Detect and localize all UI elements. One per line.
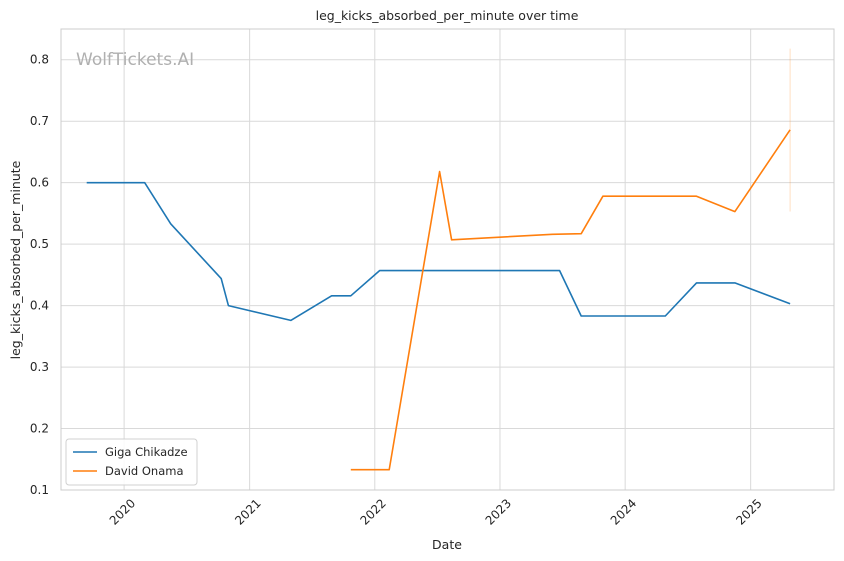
grid-lines xyxy=(61,29,834,491)
x-axis-ticks: 2020 2021 2022 2023 2024 2025 xyxy=(107,496,765,527)
x-tick-label: 2022 xyxy=(357,496,388,527)
y-tick-label: 0.2 xyxy=(30,422,49,436)
x-tick-label: 2021 xyxy=(232,496,263,527)
y-axis-ticks: 0.1 0.2 0.3 0.4 0.5 0.6 0.7 0.8 xyxy=(30,53,49,497)
plot-area-border xyxy=(60,28,835,491)
x-tick-label: 2025 xyxy=(733,496,764,527)
legend-label: David Onama xyxy=(105,464,184,478)
y-tick-label: 0.3 xyxy=(30,360,49,374)
y-axis-label: leg_kicks_absorbed_per_minute xyxy=(8,160,23,359)
y-tick-label: 0.5 xyxy=(30,237,49,251)
x-tick-label: 2020 xyxy=(107,496,138,527)
y-tick-label: 0.4 xyxy=(30,299,49,313)
x-tick-label: 2024 xyxy=(608,496,639,527)
series-lines xyxy=(86,129,791,471)
y-tick-label: 0.6 xyxy=(30,176,49,190)
legend-box xyxy=(65,438,198,486)
legend-label: Giga Chikadze xyxy=(105,445,188,459)
y-tick-label: 0.8 xyxy=(30,53,49,67)
chart-title: leg_kicks_absorbed_per_minute over time xyxy=(316,8,579,23)
y-tick-label: 0.1 xyxy=(30,483,49,497)
legend: Giga Chikadze David Onama xyxy=(65,438,198,486)
series-line xyxy=(86,181,791,322)
watermark-text: WolfTickets.AI xyxy=(76,50,194,70)
x-axis-label: Date xyxy=(432,537,462,552)
series-line xyxy=(350,129,791,471)
y-tick-label: 0.7 xyxy=(30,114,49,128)
x-tick-label: 2023 xyxy=(483,496,514,527)
